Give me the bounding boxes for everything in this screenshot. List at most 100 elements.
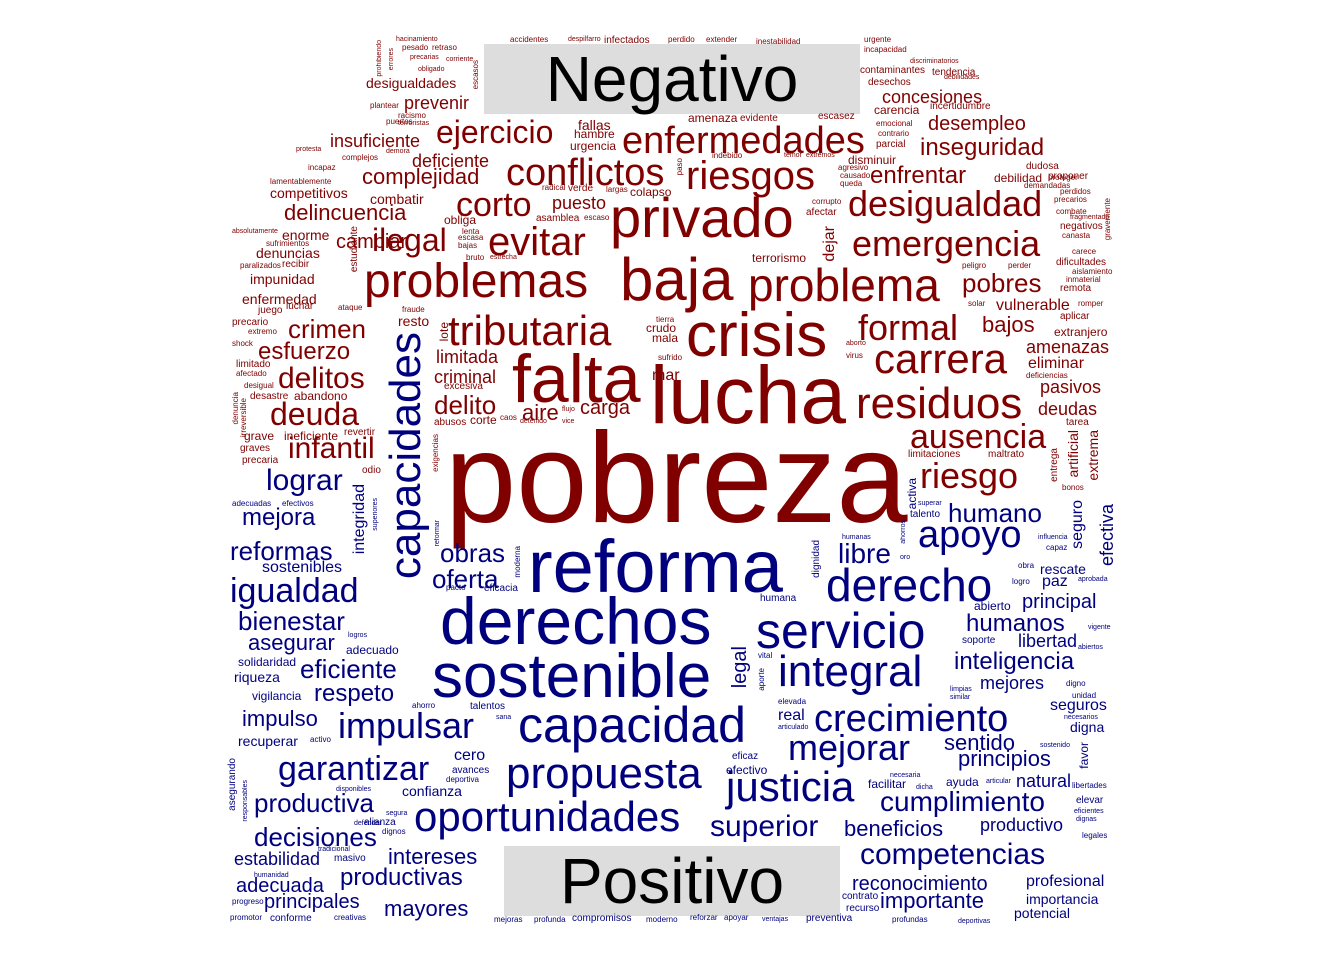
pos-word: profundas	[892, 915, 928, 924]
neg-word: ataque	[338, 303, 363, 312]
neg-word: disminuir	[848, 153, 897, 167]
neg-word: crisis	[686, 301, 828, 370]
pos-word: alianza	[364, 817, 396, 828]
pos-word: adecuado	[346, 643, 399, 657]
neg-word: discriminatorios	[910, 58, 959, 65]
neg-word: contaminantes	[860, 65, 926, 76]
neg-word: grave	[244, 429, 275, 443]
pos-word: libre	[838, 538, 891, 569]
neg-word: evidente	[740, 113, 778, 124]
neg-word: luchar	[286, 301, 314, 312]
pos-word: elevada	[778, 697, 807, 706]
pos-word: limpias	[950, 686, 972, 693]
pos-word: apoyar	[724, 913, 749, 922]
neg-word: paralizados	[240, 261, 281, 270]
pos-word: natural	[1016, 771, 1072, 791]
neg-word: impunidad	[250, 271, 315, 287]
pos-word: rescate	[1040, 561, 1086, 577]
neg-word: exigencias	[431, 434, 440, 472]
pos-word: solidaridad	[238, 655, 297, 669]
pos-word: intereses	[388, 844, 478, 869]
pos-word: recuperar	[238, 733, 298, 749]
pos-word: aporte	[757, 668, 766, 691]
pos-word: integral	[778, 647, 923, 696]
pos-word: mayores	[384, 896, 469, 921]
neg-word: combatir	[370, 191, 424, 207]
pos-word: productivas	[340, 864, 463, 891]
neg-word: carece	[1072, 247, 1097, 256]
neg-word: extrema	[1085, 430, 1101, 481]
neg-word: obliga	[444, 213, 477, 227]
neg-word: aislamiento	[1072, 267, 1113, 276]
pos-word: paz	[1042, 573, 1068, 590]
neg-word: lote	[437, 322, 451, 342]
neg-word: caos	[500, 413, 517, 422]
pos-word: dignas	[1076, 816, 1097, 823]
pos-word: progreso	[232, 897, 264, 906]
pos-word: integridad	[351, 484, 368, 555]
neg-word: solar	[968, 299, 986, 308]
neg-word: residuos	[856, 379, 1023, 428]
neg-word: incapacidad	[864, 45, 907, 54]
neg-word: extender	[706, 35, 738, 44]
pos-word: elevar	[1076, 795, 1104, 806]
pos-word: decisiones	[254, 822, 377, 852]
negative-label-text: Negativo	[545, 43, 799, 115]
pos-word: abiertos	[1078, 644, 1103, 651]
pos-word: logro	[1012, 577, 1030, 586]
neg-word: romper	[1078, 299, 1104, 308]
neg-word: proponer	[1048, 171, 1089, 182]
neg-word: aplicar	[1060, 311, 1090, 322]
neg-word: urgencia	[570, 139, 617, 153]
pos-word: superiores	[372, 498, 379, 531]
neg-word: recibir	[282, 259, 310, 270]
neg-word: lenta	[462, 227, 480, 236]
pos-word: bienestar	[238, 606, 345, 636]
pos-word: abierto	[974, 599, 1011, 613]
pos-word: oferta	[432, 564, 499, 594]
pos-word: reformar	[434, 520, 441, 547]
neg-word: sufrido	[658, 353, 683, 362]
pos-word: profunda	[534, 915, 566, 924]
pos-word: vigilancia	[252, 689, 302, 703]
neg-word: queda	[840, 179, 863, 188]
neg-word: irreversible	[239, 398, 248, 438]
neg-word: privado	[610, 186, 794, 249]
neg-word: perder	[1008, 261, 1032, 270]
neg-word: tendencia	[932, 67, 976, 78]
pos-word: propuesta	[506, 749, 702, 798]
neg-word: entrega	[1049, 448, 1060, 482]
pos-word: aprobada	[1078, 576, 1108, 583]
neg-word: canasta	[1062, 231, 1091, 240]
pos-word: igualdad	[230, 572, 359, 610]
pos-word: superar	[918, 500, 942, 507]
pos-word: principios	[958, 746, 1051, 771]
neg-word: carrera	[874, 335, 1008, 382]
pos-word: articular	[986, 778, 1011, 785]
pos-word: adecuadas	[232, 499, 272, 508]
neg-word: mar	[652, 367, 680, 384]
neg-word: complejos	[342, 153, 379, 162]
neg-word: estrecha	[490, 254, 517, 261]
neg-word: infectados	[604, 35, 650, 46]
pos-word: deportiva	[446, 775, 479, 784]
pos-word: avances	[452, 765, 490, 776]
neg-word: precaria	[242, 455, 279, 466]
pos-word: sostenibles	[262, 559, 343, 576]
pos-word: moderna	[513, 546, 522, 578]
pos-word: responsables	[242, 780, 249, 822]
pos-word: pacto	[446, 583, 466, 592]
pos-word: estabilidad	[234, 849, 321, 869]
pos-word: reforma	[528, 525, 783, 608]
neg-word: precarios	[1054, 195, 1087, 204]
neg-word: asamblea	[536, 213, 580, 224]
neg-word: competitivos	[270, 185, 348, 201]
pos-word: reconocimiento	[852, 873, 988, 895]
neg-word: enorme	[282, 227, 330, 243]
pos-word: sostenible	[432, 642, 712, 711]
neg-word: bajas	[458, 241, 478, 250]
neg-word: virus	[846, 351, 863, 360]
neg-word: maltrato	[988, 449, 1025, 460]
neg-word: escasa	[458, 233, 484, 242]
pos-word: digno	[1066, 679, 1086, 688]
